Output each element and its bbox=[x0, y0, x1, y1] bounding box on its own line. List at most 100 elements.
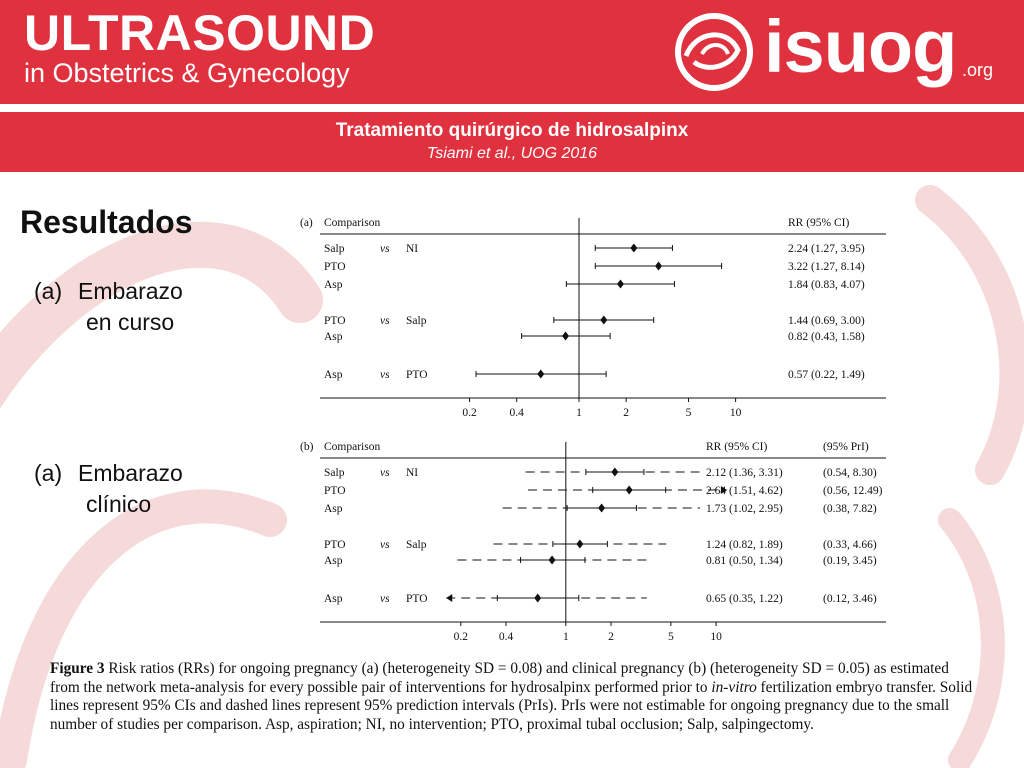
row-estimate-label: 0.57 (0.22, 1.49) bbox=[788, 369, 865, 381]
row-comparator: Salp bbox=[406, 315, 427, 327]
row-treatment: Salp bbox=[324, 467, 345, 479]
journal-title-line1: ULTRASOUND bbox=[24, 5, 376, 61]
x-tick-label: 0.4 bbox=[499, 631, 514, 643]
logo-suffix: .org bbox=[962, 60, 994, 80]
slide-title: Tratamiento quirúrgico de hidrosalpinx bbox=[335, 120, 689, 141]
row-comparator: Salp bbox=[406, 539, 427, 551]
row-comparator: NI bbox=[406, 243, 418, 255]
row-vs: vs bbox=[380, 369, 390, 381]
point-estimate bbox=[611, 467, 619, 477]
x-tick-label: 2 bbox=[608, 631, 614, 643]
row-estimate-label: 0.82 (0.43, 1.58) bbox=[788, 331, 865, 343]
x-tick-label: 0.2 bbox=[454, 631, 469, 643]
row-estimate-label: 2.24 (1.27, 3.95) bbox=[788, 243, 865, 255]
row-estimate-label: 2.64 (1.51, 4.62) bbox=[706, 485, 783, 497]
figure-caption: Figure 3 Risk ratios (RRs) for ongoing p… bbox=[50, 660, 980, 734]
row-vs: vs bbox=[380, 315, 390, 327]
caption-label: Figure 3 bbox=[50, 660, 105, 677]
row-treatment: Asp bbox=[324, 331, 343, 343]
caption-text-1: Risk ratios (RRs) for ongoing pregnancy … bbox=[50, 660, 949, 696]
panel-label: (a) bbox=[300, 217, 313, 229]
side-label-line1: Embarazo bbox=[78, 460, 183, 486]
row-treatment: Salp bbox=[324, 243, 345, 255]
row-pri-label: (0.54, 8.30) bbox=[823, 467, 877, 479]
row-vs: vs bbox=[380, 593, 390, 605]
comparison-header: Comparison bbox=[324, 217, 380, 229]
isuog-logo: isuog .org bbox=[672, 5, 1012, 98]
journal-header: ULTRASOUND in Obstetrics & Gynecology is… bbox=[0, 0, 1024, 104]
row-comparator: PTO bbox=[406, 593, 428, 605]
x-tick-label: 0.2 bbox=[462, 407, 477, 419]
row-treatment: PTO bbox=[324, 315, 346, 327]
globe-logo-icon bbox=[675, 13, 753, 91]
point-estimate bbox=[630, 243, 638, 253]
row-pri-label: (0.56, 12.49) bbox=[823, 485, 883, 497]
row-estimate-label: 1.84 (0.83, 4.07) bbox=[788, 279, 865, 291]
pri-arrow-left bbox=[446, 594, 453, 602]
point-estimate bbox=[548, 555, 556, 565]
x-tick-label: 5 bbox=[686, 407, 692, 419]
x-tick-label: 2 bbox=[623, 407, 629, 419]
row-estimate-label: 1.44 (0.69, 3.00) bbox=[788, 315, 865, 327]
row-vs: vs bbox=[380, 467, 390, 479]
section-heading: Resultados bbox=[20, 204, 193, 240]
row-treatment: Asp bbox=[324, 593, 343, 605]
estimate-header: RR (95% CI) bbox=[788, 217, 850, 229]
point-estimate bbox=[616, 279, 624, 289]
logo-wordmark: isuog bbox=[764, 5, 957, 88]
row-treatment: Asp bbox=[324, 279, 343, 291]
side-label-line2: clínico bbox=[86, 491, 152, 517]
panel-label: (b) bbox=[300, 441, 314, 453]
forest-plot-clinical-pregnancy: (b) Comparison RR (95% CI) (95% PrI) Salp vs N… bbox=[300, 441, 886, 643]
row-estimate-label: 1.24 (0.82, 1.89) bbox=[706, 539, 783, 551]
row-estimate-label: 2.12 (1.36, 3.31) bbox=[706, 467, 783, 479]
row-pri-label: (0.12, 3.46) bbox=[823, 593, 877, 605]
row-treatment: PTO bbox=[324, 485, 346, 497]
point-estimate bbox=[655, 261, 663, 271]
row-treatment: Asp bbox=[324, 503, 343, 515]
side-label-line2: en curso bbox=[86, 309, 175, 335]
x-tick-label: 1 bbox=[563, 631, 569, 643]
row-comparator: NI bbox=[406, 467, 418, 479]
row-estimate-label: 3.22 (1.27, 8.14) bbox=[788, 261, 865, 273]
point-estimate bbox=[598, 503, 606, 513]
pri-arrow-right bbox=[720, 486, 727, 494]
comparison-header: Comparison bbox=[324, 441, 380, 453]
x-tick-label: 0.4 bbox=[510, 407, 525, 419]
side-label-letter: (a) bbox=[34, 460, 63, 486]
slide-title-band: Tratamiento quirúrgico de hidrosalpinx T… bbox=[0, 112, 1024, 172]
side-label-clinical: (a) Embarazo clínico bbox=[34, 458, 183, 520]
point-estimate bbox=[600, 315, 608, 325]
row-treatment: Asp bbox=[324, 369, 343, 381]
side-label-ongoing: (a) Embarazo en curso bbox=[34, 276, 183, 338]
point-estimate bbox=[537, 369, 545, 379]
row-pri-label: (0.38, 7.82) bbox=[823, 503, 877, 515]
row-treatment: Asp bbox=[324, 555, 343, 567]
row-pri-label: (0.33, 4.66) bbox=[823, 539, 877, 551]
row-vs: vs bbox=[380, 243, 390, 255]
row-estimate-label: 0.81 (0.50, 1.34) bbox=[706, 555, 783, 567]
point-estimate bbox=[576, 539, 584, 549]
point-estimate bbox=[625, 485, 633, 495]
pri-header: (95% PrI) bbox=[823, 441, 869, 453]
caption-text-2: fertilization embryo transfer. Solid lin… bbox=[50, 678, 973, 733]
row-estimate-label: 0.65 (0.35, 1.22) bbox=[706, 593, 783, 605]
x-tick-label: 1 bbox=[576, 407, 582, 419]
row-vs: vs bbox=[380, 539, 390, 551]
side-label-letter: (a) bbox=[34, 278, 63, 304]
row-estimate-label: 1.73 (1.02, 2.95) bbox=[706, 503, 783, 515]
row-treatment: PTO bbox=[324, 261, 346, 273]
forest-plot-ongoing-pregnancy: (a) Comparison RR (95% CI) Salp vs NI 2.24 (1.… bbox=[300, 217, 886, 419]
journal-title-line2: in Obstetrics & Gynecology bbox=[24, 58, 350, 88]
estimate-header: RR (95% CI) bbox=[706, 441, 768, 453]
row-pri-label: (0.19, 3.45) bbox=[823, 555, 877, 567]
x-tick-label: 5 bbox=[668, 631, 674, 643]
row-treatment: PTO bbox=[324, 539, 346, 551]
side-label-line1: Embarazo bbox=[78, 278, 183, 304]
point-estimate bbox=[562, 331, 570, 341]
point-estimate bbox=[534, 593, 542, 603]
row-comparator: PTO bbox=[406, 369, 428, 381]
caption-italic: in-vitro bbox=[711, 678, 757, 696]
x-tick-label: 10 bbox=[730, 407, 742, 419]
